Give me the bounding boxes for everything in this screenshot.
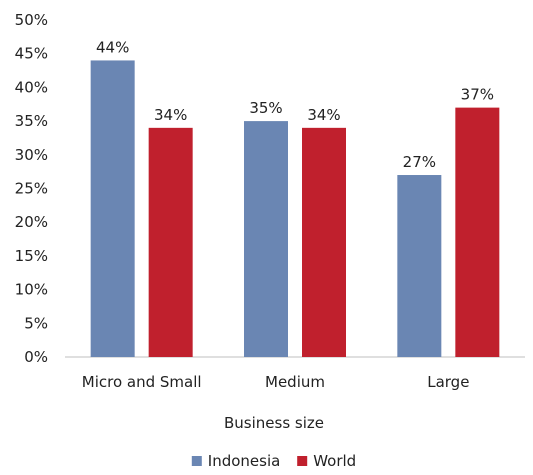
bar-indonesia [397, 175, 442, 357]
y-tick-label: 35% [15, 112, 48, 130]
category-label: Medium [265, 373, 325, 391]
y-tick-label: 30% [15, 146, 48, 164]
legend: Indonesia World [191, 452, 356, 470]
data-label: 34% [307, 106, 340, 124]
x-axis-title: Business size [224, 414, 324, 432]
plot-area: 44% 34% 35% 34% 27% 37% [65, 38, 525, 358]
y-tick-label: 0% [24, 348, 48, 366]
data-label: 37% [461, 86, 494, 104]
y-tick-label: 20% [15, 213, 48, 231]
y-tick-label: 5% [24, 314, 48, 332]
y-tick-label: 45% [15, 45, 48, 63]
bar-indonesia [244, 121, 288, 357]
y-tick-label: 10% [15, 281, 48, 299]
category-label: Micro and Small [82, 373, 202, 391]
category-labels: Micro and Small Medium Large [82, 373, 470, 391]
category-label: Large [427, 373, 469, 391]
legend-label-indonesia: Indonesia [208, 452, 281, 470]
data-label: 34% [154, 106, 187, 124]
bar-world [455, 107, 500, 358]
legend-label-world: World [313, 452, 356, 470]
bar-world [302, 127, 346, 357]
bar-world [148, 127, 193, 357]
y-tick-label: 50% [15, 11, 48, 29]
data-label: 35% [249, 99, 282, 117]
y-axis: 0% 5% 10% 15% 20% 25% 30% 35% 40% 45% 50% [15, 11, 48, 366]
y-tick-label: 15% [15, 247, 48, 265]
data-label: 27% [403, 153, 436, 171]
legend-swatch-indonesia [191, 456, 202, 466]
y-tick-label: 25% [15, 180, 48, 198]
y-tick-label: 40% [15, 78, 48, 96]
data-label: 44% [96, 38, 129, 56]
bar-indonesia [90, 60, 135, 357]
legend-swatch-world [297, 456, 308, 466]
